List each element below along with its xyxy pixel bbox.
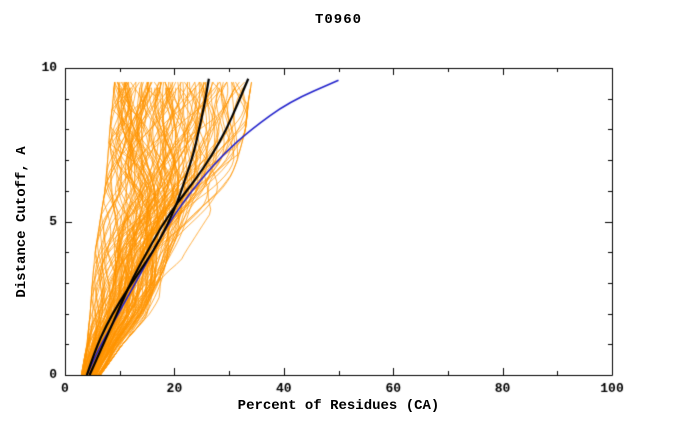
x-axis-label: Percent of Residues (CA) [237, 398, 440, 414]
chart-title: T0960 [314, 12, 362, 28]
y-axis-label: Distance Cutoff, A [14, 146, 30, 298]
